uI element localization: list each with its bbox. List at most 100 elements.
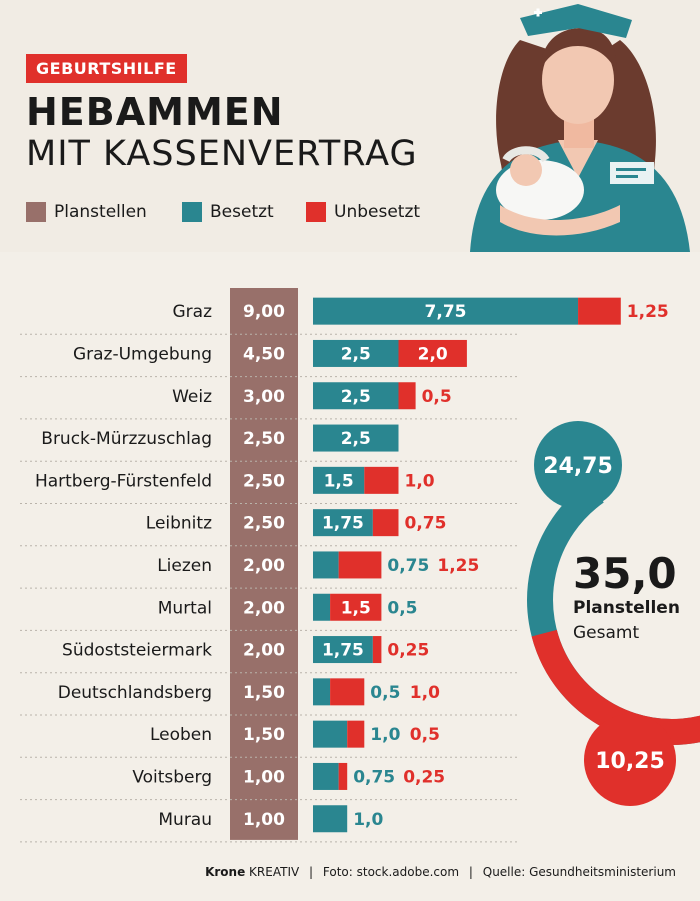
bar-besetzt <box>313 466 365 494</box>
planstellen-value: 2,00 <box>243 556 285 576</box>
planstellen-value: 2,50 <box>243 514 285 534</box>
bar-unbesetzt <box>398 339 467 367</box>
value-label-unbesetzt: 0,5 <box>422 387 452 407</box>
bar-besetzt <box>313 509 373 537</box>
bar-unbesetzt <box>578 297 621 325</box>
footer-separator: | <box>468 865 473 879</box>
badge-unbesetzt-value: 10,25 <box>595 749 665 774</box>
category-label: Murtal <box>158 598 212 618</box>
value-label-unbesetzt: 1,5 <box>341 598 371 618</box>
value-label-unbesetzt: 0,25 <box>403 767 445 787</box>
header: GEBURTSHILFE HEBAMMEN MIT KASSENVERTRAG … <box>0 0 700 252</box>
value-label-besetzt: 0,75 <box>387 556 429 576</box>
footer: Krone KREATIV | Foto: stock.adobe.com | … <box>0 858 700 886</box>
legend-swatch-besetzt <box>182 202 202 222</box>
value-label-unbesetzt: 0,75 <box>405 514 447 534</box>
category-label: Deutschlandsberg <box>58 683 212 703</box>
bar-besetzt <box>313 805 348 833</box>
bar-unbesetzt <box>338 551 382 579</box>
category-label: Bruck-Mürzzuschlag <box>41 429 212 449</box>
value-label-besetzt: 2,5 <box>341 429 371 449</box>
midwife-illustration <box>470 4 690 252</box>
footer-source: Quelle: Gesundheitsministerium <box>482 865 676 879</box>
value-label-unbesetzt: 1,0 <box>410 683 440 703</box>
bar-unbesetzt <box>338 762 348 790</box>
footer-photo-credit: Foto: stock.adobe.com <box>322 865 460 879</box>
value-label-besetzt: 1,5 <box>324 471 354 491</box>
value-label-unbesetzt: 1,0 <box>405 471 435 491</box>
planstellen-column <box>230 288 298 840</box>
badge-unbesetzt-total <box>584 714 676 806</box>
value-label-unbesetzt: 2,0 <box>418 344 448 364</box>
badge-besetzt-total <box>534 421 622 509</box>
bar-unbesetzt <box>364 466 399 494</box>
bar-unbesetzt <box>347 720 365 748</box>
category-label: Graz <box>172 302 212 322</box>
value-label-besetzt: 1,75 <box>322 641 364 661</box>
bar-besetzt <box>313 297 579 325</box>
planstellen-value: 2,00 <box>243 598 285 618</box>
value-label-besetzt: 1,0 <box>370 725 400 745</box>
bar-besetzt <box>313 339 399 367</box>
value-label-unbesetzt: 0,25 <box>387 641 429 661</box>
planstellen-value: 4,50 <box>243 344 285 364</box>
category-label: Südoststeiermark <box>62 641 212 661</box>
legend-label: Unbesetzt <box>334 202 421 222</box>
chart-subtitle: MIT KASSENVERTRAG <box>26 134 418 174</box>
bar-besetzt <box>313 678 331 706</box>
bar-besetzt <box>313 593 331 621</box>
footer-brand: KREATIV <box>249 865 300 879</box>
value-label-besetzt: 7,75 <box>425 302 467 322</box>
planstellen-value: 3,00 <box>243 387 285 407</box>
bar-besetzt <box>313 762 339 790</box>
total-sublabel: Gesamt <box>573 623 640 643</box>
badge-besetzt-value: 24,75 <box>543 454 613 479</box>
category-label: Weiz <box>172 387 212 407</box>
planstellen-value: 2,00 <box>243 641 285 661</box>
category-label: Murau <box>158 810 212 830</box>
planstellen-value: 1,00 <box>243 810 285 830</box>
chart-title: HEBAMMEN <box>26 90 284 134</box>
category-label: Hartberg-Fürstenfeld <box>35 471 212 491</box>
bar-unbesetzt <box>372 636 382 664</box>
bar-unbesetzt <box>330 593 382 621</box>
value-label-besetzt: 0,5 <box>387 598 417 618</box>
value-label-unbesetzt: 0,5 <box>410 725 440 745</box>
bar-besetzt <box>313 720 348 748</box>
bar-besetzt <box>313 382 399 410</box>
value-label-besetzt: 2,5 <box>341 387 371 407</box>
bar-unbesetzt <box>372 509 399 537</box>
footer-separator: | <box>309 865 314 879</box>
value-label-unbesetzt: 1,25 <box>627 302 669 322</box>
category-label: Voitsberg <box>132 767 212 787</box>
planstellen-value: 1,50 <box>243 725 285 745</box>
legend-label: Besetzt <box>210 202 274 222</box>
value-label-besetzt: 0,75 <box>353 767 395 787</box>
chart: Graz 9,00 7,75 1,25 Graz-Umgebung 4,50 2,5 2,0 W… <box>20 288 700 843</box>
planstellen-value: 1,50 <box>243 683 285 703</box>
bar-unbesetzt <box>330 678 365 706</box>
footer-brand-bold: Krone <box>205 865 246 879</box>
bar-besetzt <box>313 636 373 664</box>
total-label: Planstellen <box>573 598 680 618</box>
total-value: 35,0 <box>573 549 677 598</box>
legend-label: Planstellen <box>54 202 147 222</box>
value-label-besetzt: 1,75 <box>322 514 364 534</box>
legend-swatch-planstellen <box>26 202 46 222</box>
value-label-besetzt: 1,0 <box>353 810 383 830</box>
planstellen-value: 2,50 <box>243 429 285 449</box>
value-label-unbesetzt: 1,25 <box>437 556 479 576</box>
category-label: Graz-Umgebung <box>73 344 212 364</box>
bar-besetzt <box>313 424 399 452</box>
bar-besetzt <box>313 551 339 579</box>
bar-unbesetzt <box>398 382 416 410</box>
value-label-besetzt: 2,5 <box>341 344 371 364</box>
value-label-besetzt: 0,5 <box>370 683 400 703</box>
planstellen-value: 1,00 <box>243 767 285 787</box>
category-label: Leoben <box>150 725 212 745</box>
topic-badge: GEBURTSHILFE <box>26 54 187 83</box>
legend-swatch-unbesetzt <box>306 202 326 222</box>
planstellen-value: 2,50 <box>243 471 285 491</box>
category-label: Leibnitz <box>146 514 212 534</box>
category-label: Liezen <box>157 556 212 576</box>
